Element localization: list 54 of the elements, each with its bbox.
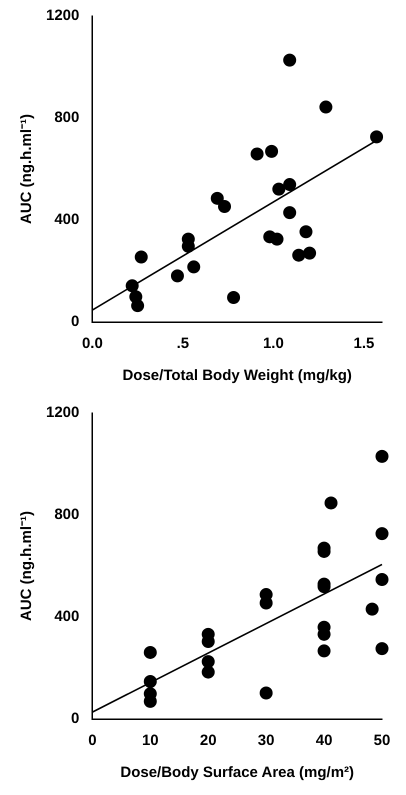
y-axis-title: AUC (ng.h.ml⁻¹) [18, 511, 36, 621]
y-tick-label: 1200 [46, 7, 80, 24]
x-tick-label: 50 [374, 732, 390, 750]
x-tick-label: .5 [176, 335, 190, 352]
x-tick-label: 10 [142, 732, 159, 750]
point [270, 232, 284, 246]
x-tick-label: 0 [88, 732, 97, 750]
point [260, 686, 273, 700]
point [210, 192, 224, 205]
y-tick-label: 0 [71, 313, 80, 330]
point [370, 130, 384, 144]
x-tick-label: 1.0 [262, 335, 284, 352]
point [170, 269, 184, 282]
x-tick-label: 30 [258, 732, 274, 750]
point [376, 527, 388, 540]
point [250, 147, 264, 160]
x-tick-label: 1.5 [353, 335, 374, 352]
point [319, 100, 332, 114]
point [292, 248, 306, 262]
point [283, 178, 296, 192]
point [318, 644, 331, 658]
x-tick-label: 40 [316, 732, 332, 750]
point [218, 200, 232, 213]
point [126, 279, 139, 292]
x-tick-label: 0.0 [82, 335, 103, 352]
point [144, 675, 157, 688]
x-axis-title: Dose/Body Surface Area (mg/m²) [120, 764, 354, 782]
y-tick-label: 800 [54, 109, 80, 126]
point [227, 291, 240, 304]
point [187, 260, 200, 274]
y-axis-title: AUC (ng.h.ml⁻¹) [18, 114, 36, 224]
point [272, 182, 286, 196]
point [303, 246, 316, 260]
point [131, 299, 144, 312]
y-tick-label: 1200 [46, 404, 80, 422]
point [144, 646, 157, 659]
y-tick-label: 0 [71, 710, 80, 728]
point [265, 144, 278, 158]
y-tick-label: 800 [54, 506, 80, 524]
y-tick-label: 400 [54, 211, 80, 228]
point [283, 54, 296, 67]
point [134, 250, 148, 264]
point [202, 655, 215, 668]
x-tick-label: 20 [200, 732, 217, 750]
x-axis-title: Dose/Total Body Weight (mg/kg) [122, 367, 352, 384]
y-tick-label: 400 [54, 608, 80, 626]
point [366, 602, 379, 616]
point [202, 666, 215, 679]
point [376, 642, 388, 656]
point [376, 450, 388, 463]
point [299, 225, 312, 238]
point [376, 573, 388, 586]
point [283, 206, 296, 220]
point [324, 496, 338, 510]
